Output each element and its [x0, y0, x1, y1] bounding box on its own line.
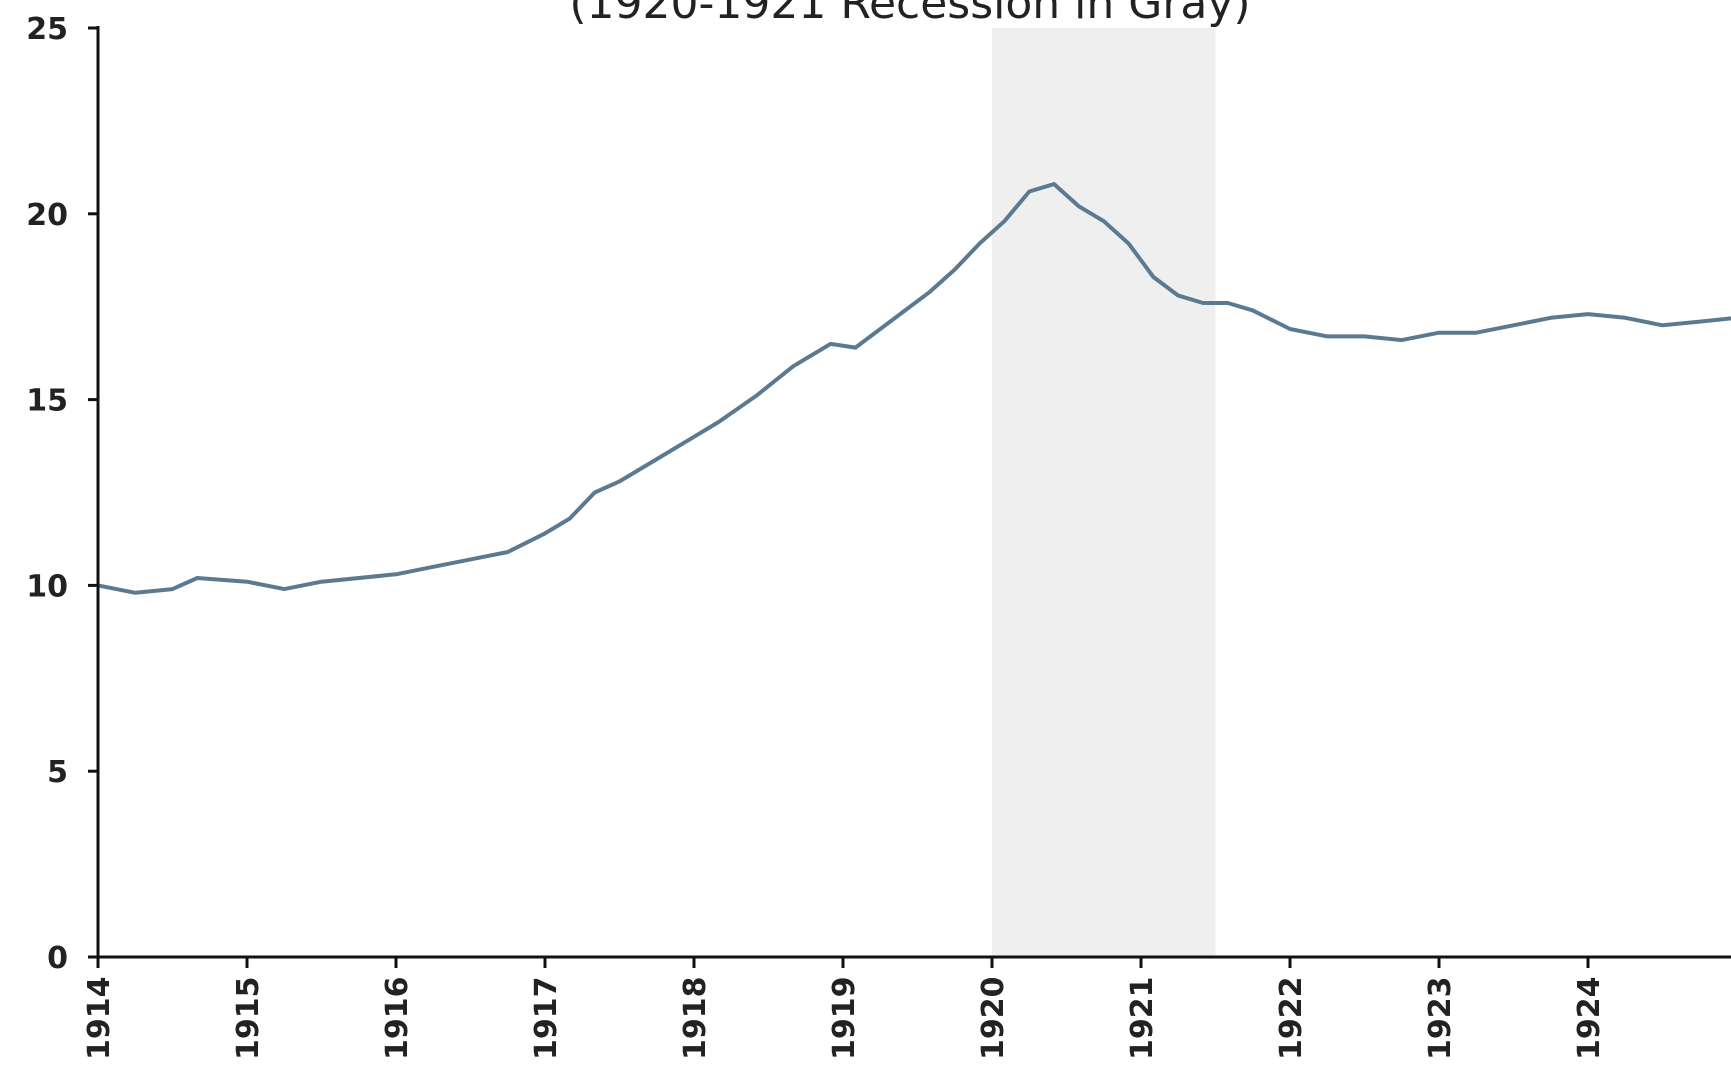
- x-tick-label-1920: 1920: [976, 977, 1011, 1061]
- x-tick-label-1914: 1914: [82, 977, 117, 1061]
- y-tick-label-15: 15: [26, 384, 68, 419]
- x-tick-label-1915: 1915: [231, 977, 266, 1061]
- shaded-region-layer: [992, 28, 1216, 957]
- chart-title: (1920-1921 Recession in Gray): [569, 0, 1250, 29]
- axes: 0 5 10 15 20 25 1914 1915 1916 1917 1918 1919 1920 19…: [26, 12, 1731, 1060]
- y-tick-label-20: 20: [26, 198, 68, 233]
- series-line-0: [96, 182, 1731, 595]
- x-tick-label-1922: 1922: [1274, 977, 1309, 1061]
- y-tick-label-5: 5: [47, 755, 68, 790]
- recession-shade-0: [992, 28, 1216, 957]
- x-tick-label-1924: 1924: [1572, 977, 1607, 1061]
- y-tick-label-10: 10: [26, 569, 68, 604]
- x-tick-label-1919: 1919: [827, 977, 862, 1061]
- x-tick-label-1923: 1923: [1423, 977, 1458, 1061]
- y-tick-label-0: 0: [47, 941, 68, 976]
- y-tick-label-25: 25: [26, 12, 68, 47]
- line-layer: [96, 182, 1731, 595]
- x-tick-label-1916: 1916: [380, 977, 415, 1061]
- x-tick-label-1918: 1918: [678, 977, 713, 1061]
- x-tick-label-1921: 1921: [1125, 977, 1160, 1061]
- x-tick-label-1917: 1917: [529, 977, 564, 1061]
